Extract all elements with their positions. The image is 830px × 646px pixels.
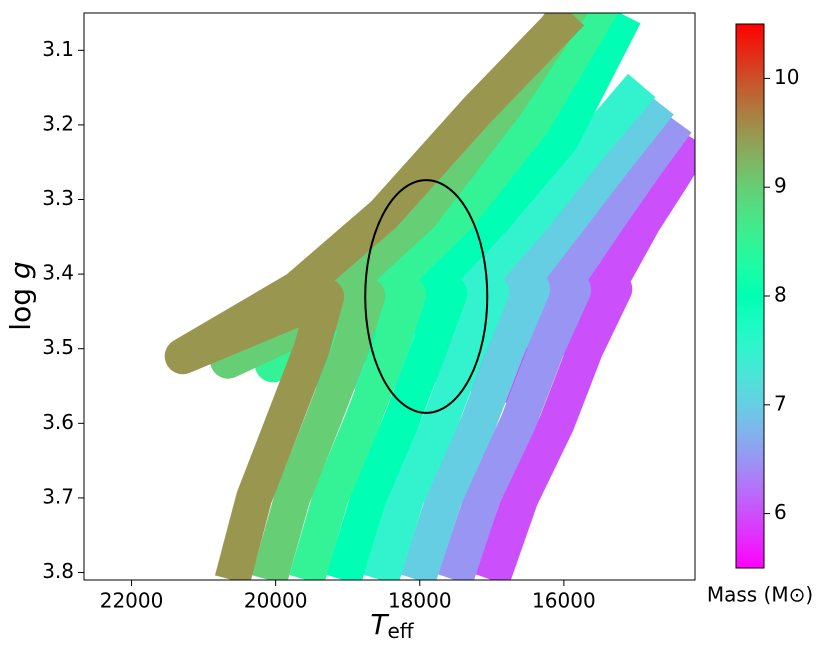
y-tick-label: 3.5 <box>42 335 74 359</box>
y-tick-label: 3.6 <box>42 410 74 434</box>
y-tick-label: 3.8 <box>42 559 74 583</box>
x-tick-label: 20000 <box>244 589 308 613</box>
colorbar-tick-label: 6 <box>774 500 787 524</box>
y-tick-label: 3.4 <box>42 261 74 285</box>
y-tick-label: 3.2 <box>42 111 74 135</box>
colorbar-tick-label: 8 <box>774 283 787 307</box>
confidence-ellipse <box>364 179 489 414</box>
colorbar <box>735 23 765 569</box>
tracks <box>164 13 695 580</box>
x-tick-label: 18000 <box>388 589 452 613</box>
colorbar-tick-label: 7 <box>774 391 787 415</box>
y-tick-label: 3.7 <box>42 484 74 508</box>
plot-frame <box>83 12 696 581</box>
x-label-subscript: eff <box>388 619 415 643</box>
x-axis-label: Teff <box>370 608 414 643</box>
x-tick-label: 16000 <box>532 589 596 613</box>
y-label-symbol: g <box>4 261 37 279</box>
x-tick-label: 22000 <box>100 589 164 613</box>
y-tick-label: 3.3 <box>42 186 74 210</box>
colorbar-tick-label: 10 <box>774 65 799 89</box>
track <box>164 13 585 580</box>
colorbar-label: Mass (M⊙) <box>707 583 813 607</box>
y-tick-label: 3.1 <box>42 37 74 61</box>
colorbar-tick-label: 9 <box>774 174 787 198</box>
track <box>210 13 588 580</box>
y-label-text: log <box>4 288 37 331</box>
x-label-symbol: T <box>370 608 389 641</box>
y-axis-label: log g <box>4 261 37 330</box>
